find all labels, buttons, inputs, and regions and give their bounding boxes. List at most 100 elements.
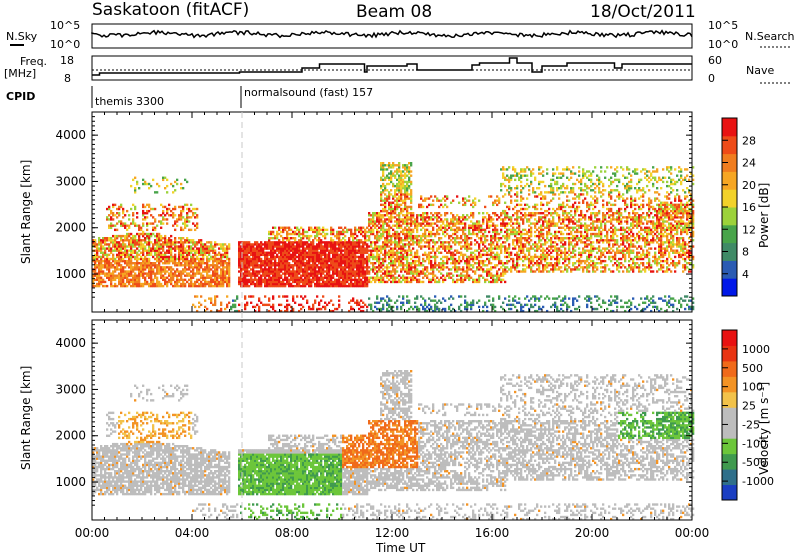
power-cell xyxy=(384,164,387,167)
power-cell xyxy=(208,257,211,261)
power-cell xyxy=(246,255,249,259)
power-cell xyxy=(472,303,475,307)
power-cell xyxy=(478,220,481,223)
power-cell xyxy=(284,262,287,265)
power-cell xyxy=(362,241,365,244)
power-cell xyxy=(372,222,375,225)
power-cell xyxy=(320,282,323,286)
power-cell xyxy=(402,274,405,277)
power-cell xyxy=(112,212,115,215)
power-cell xyxy=(302,278,305,282)
power-cell xyxy=(404,239,407,242)
power-cell xyxy=(306,247,309,250)
power-cell xyxy=(106,257,109,261)
power-cell xyxy=(368,218,371,221)
power-cell xyxy=(308,247,311,250)
power-cell xyxy=(398,220,401,223)
power-cell xyxy=(310,274,313,277)
power-cell xyxy=(314,247,317,250)
power-cell xyxy=(192,255,195,259)
power-cell xyxy=(342,266,345,269)
power-cell xyxy=(180,255,183,259)
power-cell xyxy=(184,257,187,261)
power-cell xyxy=(390,264,393,267)
power-cell xyxy=(362,243,365,246)
power-cell xyxy=(216,266,219,269)
power-cell xyxy=(270,305,273,309)
power-cell xyxy=(450,226,453,229)
power-cell xyxy=(154,251,157,254)
power-cell xyxy=(194,216,197,219)
power-cell xyxy=(186,264,189,267)
power-cell xyxy=(116,243,119,246)
power-cell xyxy=(348,253,351,257)
power-cell xyxy=(490,195,493,198)
power-cell xyxy=(276,232,279,236)
power-cell xyxy=(152,272,155,275)
power-cell xyxy=(490,234,493,238)
power-cell xyxy=(296,247,299,250)
power-cell xyxy=(94,266,97,269)
power-cell xyxy=(296,272,299,275)
power-cell xyxy=(256,274,259,277)
power-cell xyxy=(410,205,413,209)
power-cell xyxy=(380,299,383,302)
power-cell xyxy=(390,170,393,173)
power-cell xyxy=(134,284,137,288)
power-cell xyxy=(336,232,339,236)
power-cell xyxy=(160,243,163,246)
power-cell xyxy=(294,255,297,259)
power-cell xyxy=(110,226,113,229)
power-cell xyxy=(128,241,131,244)
power-cell xyxy=(482,259,485,263)
power-cell xyxy=(142,259,145,263)
power-cell xyxy=(186,224,189,227)
power-cell xyxy=(408,272,411,275)
power-cell xyxy=(222,266,225,269)
power-cell xyxy=(190,241,193,244)
power-cell xyxy=(332,230,335,234)
power-cell xyxy=(186,207,189,211)
power-cell xyxy=(148,253,151,257)
power-cell xyxy=(194,245,197,248)
power-cell xyxy=(482,309,485,313)
power-cell xyxy=(372,262,375,265)
power-cell xyxy=(180,205,183,209)
power-cell xyxy=(278,251,281,254)
power-cell xyxy=(184,241,187,244)
power-cell xyxy=(484,230,487,234)
power-cell xyxy=(288,272,291,275)
power-cell xyxy=(308,282,311,286)
power-cell xyxy=(424,301,427,304)
power-cell xyxy=(492,228,495,232)
power-cell xyxy=(480,259,483,263)
power-cell xyxy=(106,255,109,259)
power-cell xyxy=(258,305,261,309)
power-cell xyxy=(146,232,149,236)
power-cell xyxy=(390,180,393,184)
power-cell xyxy=(322,284,325,288)
power-cell xyxy=(250,243,253,246)
power-cell xyxy=(124,266,127,269)
power-cell xyxy=(282,251,285,254)
power-cell xyxy=(204,282,207,286)
power-cell xyxy=(202,268,205,271)
power-cell xyxy=(346,247,349,250)
power-cell xyxy=(116,262,119,265)
power-cell xyxy=(158,284,161,288)
power-cell xyxy=(160,274,163,277)
power-cell xyxy=(490,249,493,252)
power-cell xyxy=(398,255,401,259)
power-cell xyxy=(408,247,411,250)
power-cell xyxy=(292,255,295,259)
power-cell xyxy=(124,226,127,229)
power-cell xyxy=(492,303,495,307)
power-cell xyxy=(132,218,135,221)
power-cell xyxy=(172,191,175,194)
power-cell xyxy=(208,241,211,244)
power-cell xyxy=(360,232,363,236)
power-cell xyxy=(296,228,299,232)
power-cell xyxy=(364,280,367,284)
power-cell xyxy=(372,268,375,271)
power-cell xyxy=(172,216,175,219)
